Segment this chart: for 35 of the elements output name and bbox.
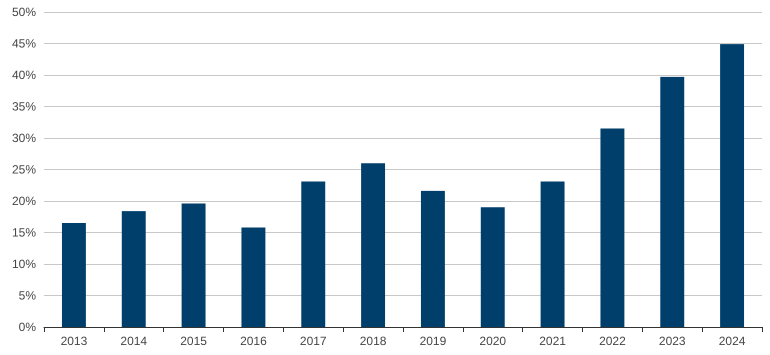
x-tick-label: 2023 <box>658 334 686 348</box>
bar <box>480 207 505 327</box>
y-tick-label: 0% <box>18 320 36 334</box>
x-tick-label: 2017 <box>300 334 327 348</box>
y-tick-label: 20% <box>12 194 36 208</box>
bar <box>62 223 86 327</box>
bar <box>660 76 684 327</box>
x-tick-label: 2016 <box>240 334 268 348</box>
bar <box>600 128 624 327</box>
y-tick-label: 10% <box>12 257 36 271</box>
bar <box>122 211 146 327</box>
x-tick-label: 2019 <box>420 334 447 348</box>
y-tick-label: 45% <box>12 36 36 50</box>
x-tick-label: 2021 <box>539 334 566 348</box>
x-tick-label: 2020 <box>479 334 506 348</box>
y-tick-label: 25% <box>12 162 36 176</box>
x-tick-label: 2015 <box>180 334 208 348</box>
y-tick-label: 15% <box>12 226 36 240</box>
bar <box>540 181 565 327</box>
bar <box>720 44 744 327</box>
x-tick-label: 2024 <box>718 334 746 348</box>
x-tick-label: 2014 <box>120 334 148 348</box>
y-tick-label: 40% <box>12 68 36 82</box>
x-tick-label: 2022 <box>599 334 626 348</box>
x-tick-label: 2018 <box>360 334 387 348</box>
bar <box>182 204 206 327</box>
bar <box>361 163 386 327</box>
y-tick-label: 5% <box>18 288 36 302</box>
bar <box>301 181 326 327</box>
y-tick-label: 35% <box>12 100 36 114</box>
x-tick-label: 2013 <box>60 334 88 348</box>
bar <box>241 227 266 327</box>
y-tick-label: 50% <box>12 5 36 19</box>
y-tick-label: 30% <box>12 131 36 145</box>
bar <box>420 190 445 327</box>
